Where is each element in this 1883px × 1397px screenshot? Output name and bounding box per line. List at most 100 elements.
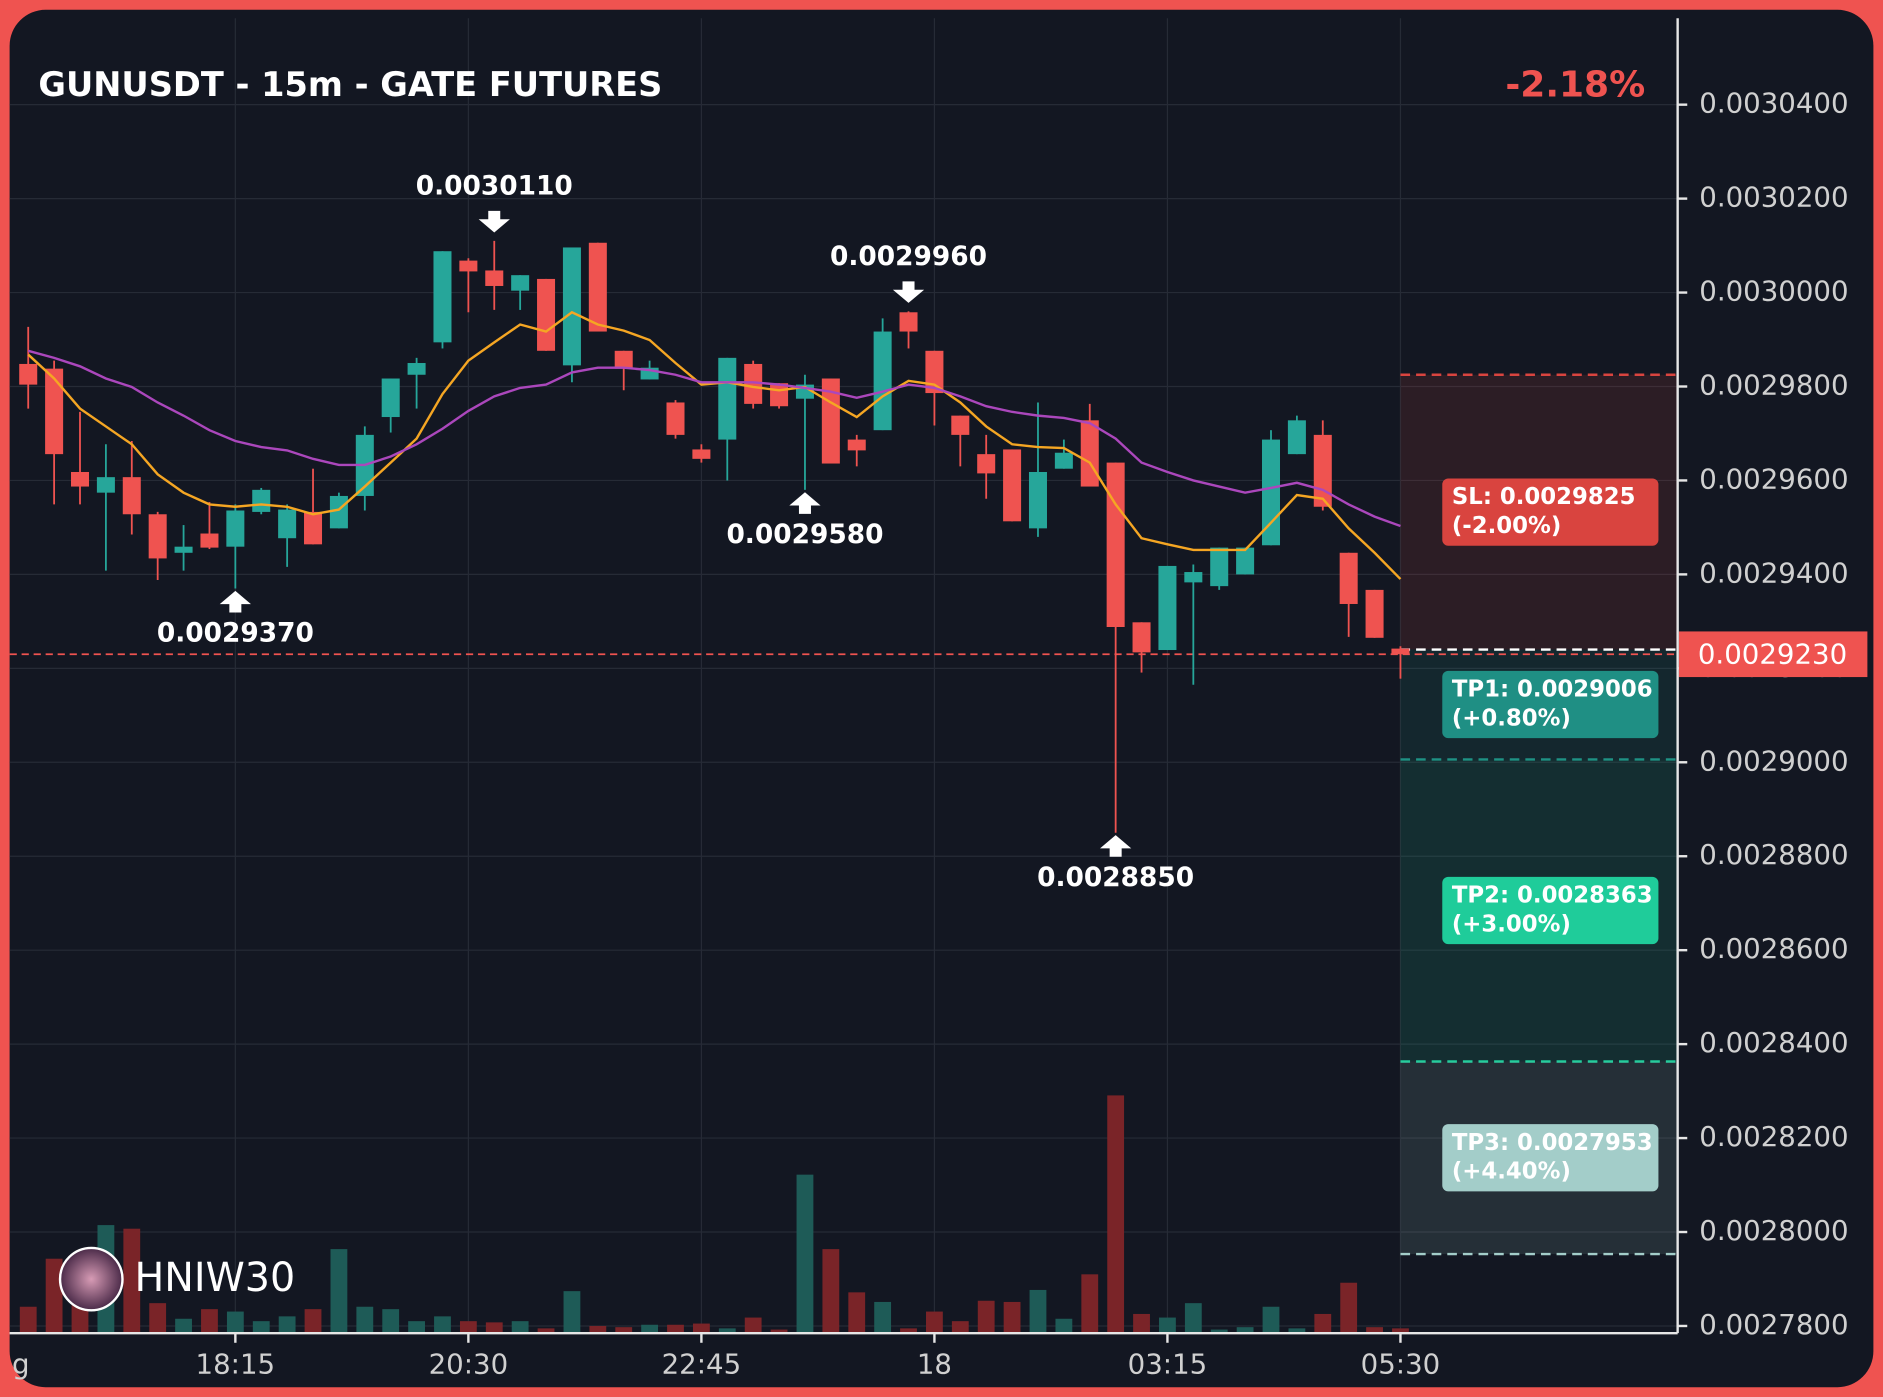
last-price-tag <box>1678 631 1868 678</box>
volume-bar <box>201 1309 218 1334</box>
x-tick-label: 18 <box>917 1348 952 1381</box>
volume-bar <box>744 1317 762 1334</box>
candle-body <box>977 454 996 474</box>
annotation-label: 0.0030110 <box>416 170 573 201</box>
volume-bar <box>408 1321 425 1334</box>
volume-bar <box>252 1321 270 1334</box>
level-label: TP3: 0.0027953 <box>1452 1130 1653 1156</box>
y-tick-label: 0.0028800 <box>1699 838 1848 871</box>
volume-bar <box>822 1249 840 1334</box>
marker-arrow <box>892 281 925 303</box>
y-tick-label: 0.0030200 <box>1699 181 1848 214</box>
x-tick-label: 05:30 <box>1361 1348 1441 1381</box>
volume-bar <box>382 1309 400 1334</box>
marker-arrow <box>478 210 510 233</box>
volume-bar <box>770 1329 788 1334</box>
chart-title: GUNUSDT - 15m - GATE FUTURES <box>38 65 662 104</box>
level-label: TP2: 0.0028363 <box>1452 883 1653 909</box>
annotation-label: 0.0029580 <box>726 519 883 550</box>
level-label: SL: 0.0029825 <box>1452 484 1636 510</box>
volume-bar <box>19 1306 37 1334</box>
candle-body <box>562 247 581 366</box>
candle-body <box>1365 589 1384 638</box>
volume-bar <box>1159 1317 1176 1334</box>
overlay: 0.0027800 0.0028000 0.0028200 0.0028400 0.00… <box>157 87 1868 1381</box>
level-pct: (-2.00%) <box>1452 513 1561 539</box>
candle-body <box>70 471 90 487</box>
candle-body <box>252 489 271 512</box>
level-box <box>1442 1124 1659 1192</box>
volume-bar <box>848 1292 866 1334</box>
y-tick-label: 0.0028600 <box>1699 932 1848 965</box>
y-tick-label: 0.0028400 <box>1699 1026 1848 1059</box>
volume-bar <box>1288 1328 1306 1334</box>
candle-body <box>537 278 556 351</box>
volume-bar <box>175 1318 192 1334</box>
candle-body <box>1003 449 1022 522</box>
volume-bar <box>511 1321 529 1334</box>
candle-body <box>614 350 633 369</box>
candle-body <box>459 260 478 272</box>
candle-body <box>381 378 400 418</box>
plot-area <box>9 240 1678 1334</box>
volume-bar <box>692 1323 710 1334</box>
candle-body <box>174 546 193 553</box>
y-tick-label: 0.0028200 <box>1699 1120 1848 1153</box>
volume-bar <box>485 1322 503 1334</box>
candle-body <box>278 509 297 539</box>
y-tick-label: 0.0029800 <box>1699 368 1848 401</box>
candle-body <box>1391 648 1410 655</box>
level-box <box>1442 670 1659 739</box>
level-box <box>1442 876 1659 945</box>
candle-body <box>511 275 530 291</box>
candle-body <box>744 363 763 404</box>
volume-bar <box>563 1291 581 1334</box>
volume-bar <box>1340 1282 1358 1334</box>
level-box <box>1442 478 1659 546</box>
volume-bar <box>1262 1306 1280 1334</box>
candle-body <box>1313 434 1332 507</box>
candle-body <box>847 439 866 451</box>
volume-bar <box>926 1311 943 1334</box>
candle-body <box>226 510 245 547</box>
price-change: -2.18% <box>1505 65 1645 106</box>
volume-bar <box>641 1324 659 1334</box>
y-tick-label: 0.0030400 <box>1699 87 1848 120</box>
volume-bar <box>1366 1327 1383 1334</box>
level-label: TP1: 0.0029006 <box>1452 677 1653 703</box>
volume-bar <box>1133 1313 1150 1334</box>
volume-bar <box>459 1321 477 1334</box>
volume-bar <box>796 1174 814 1334</box>
candle-body <box>951 415 970 435</box>
level-pct: (+4.40%) <box>1452 1159 1571 1185</box>
candle-body <box>1028 471 1047 529</box>
candle-body <box>433 251 452 343</box>
annotation-label: 0.0029370 <box>157 618 314 649</box>
volume-bar <box>615 1327 633 1334</box>
volume-bar <box>1003 1301 1021 1334</box>
candle-body <box>1106 462 1125 628</box>
level-pct: (+3.00%) <box>1452 911 1571 937</box>
candle-body <box>873 331 892 431</box>
candle-body <box>1184 572 1203 583</box>
candle-body <box>485 270 504 286</box>
volume-bar <box>434 1316 451 1334</box>
candle-body <box>1339 552 1358 604</box>
candle-body <box>200 533 219 548</box>
y-tick-label: 0.0030000 <box>1699 275 1848 308</box>
candle-body <box>148 514 167 559</box>
volume-bar <box>667 1324 684 1334</box>
x-tick-label: 22:45 <box>662 1348 742 1381</box>
volume-bar <box>1107 1095 1125 1334</box>
candle-body <box>692 449 711 459</box>
last-price-label: 0.0029230 <box>1698 637 1847 670</box>
annotation-label: 0.0029960 <box>830 241 987 272</box>
volume-bar <box>900 1328 917 1334</box>
x-tick-label: 20:30 <box>429 1348 509 1381</box>
volume-bar <box>589 1325 607 1334</box>
volume-bar <box>356 1306 374 1334</box>
volume-bar <box>1081 1274 1099 1334</box>
candle-body <box>666 402 685 435</box>
